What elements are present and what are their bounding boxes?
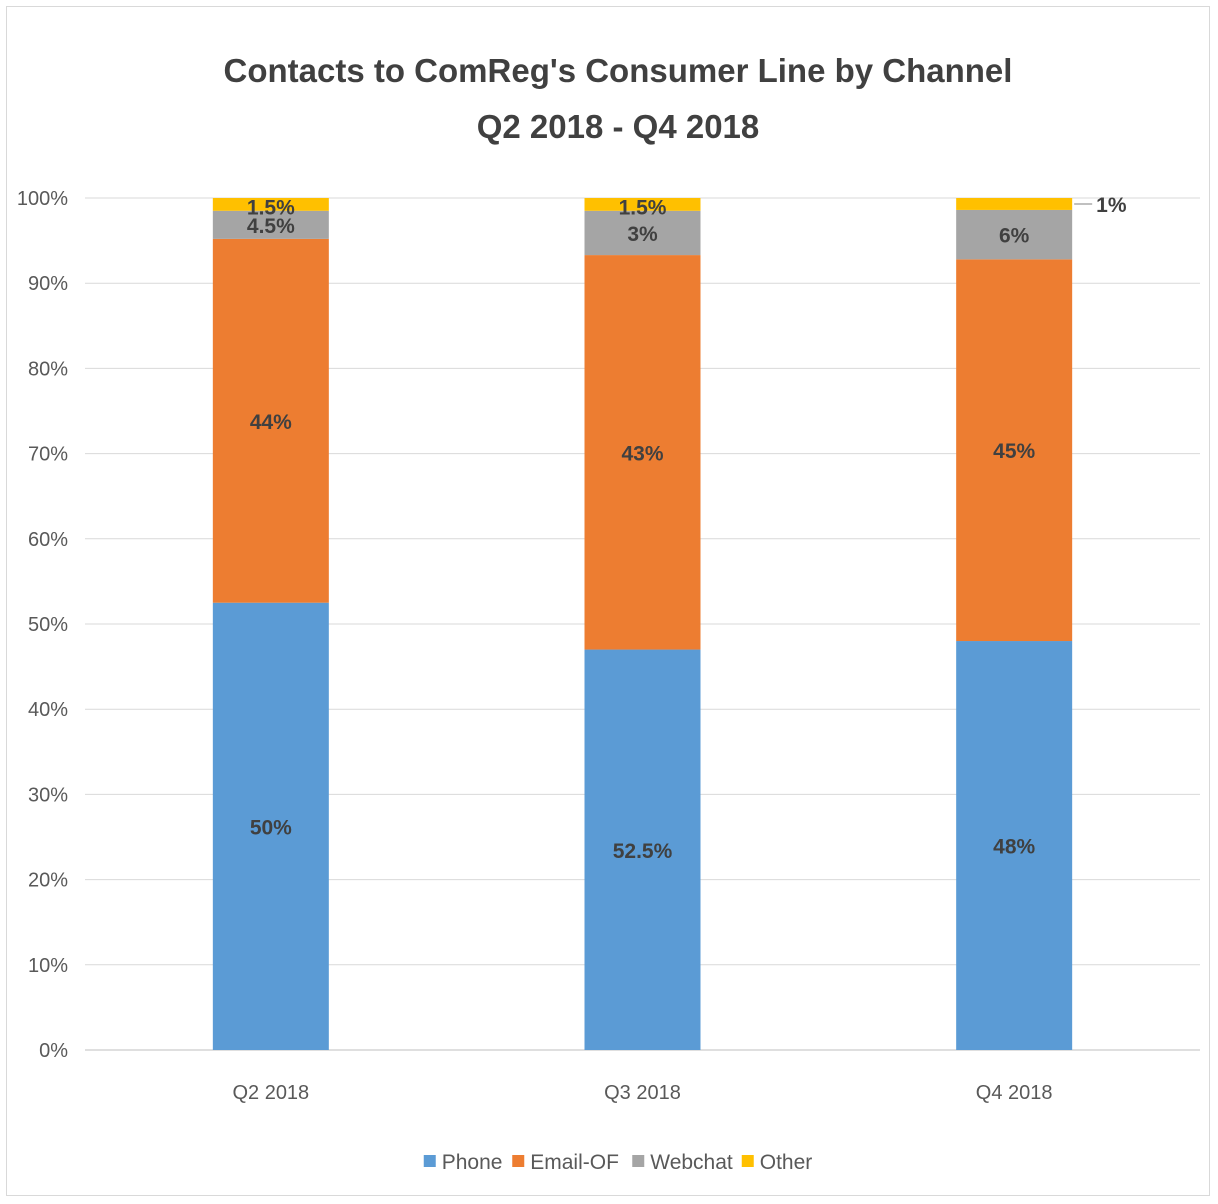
bar-segment-webchat (212, 210, 329, 239)
data-label: 1% (1096, 194, 1127, 217)
y-tick-label: 70% (28, 444, 68, 466)
legend-swatch (512, 1155, 525, 1167)
legend-swatch (632, 1155, 645, 1167)
y-tick-label: 60% (28, 529, 68, 551)
bar-segment-phone (584, 649, 701, 1050)
data-label: 50% (250, 816, 292, 839)
legend-label: Email-OF (530, 1151, 619, 1174)
data-label: 48% (993, 836, 1035, 859)
y-tick-label: 100% (17, 188, 68, 210)
x-tick-label: Q4 2018 (976, 1082, 1053, 1104)
y-tick-label: 10% (28, 955, 68, 977)
data-label: 6% (999, 225, 1030, 248)
data-label: 43% (621, 442, 663, 465)
data-label: 3% (627, 223, 658, 246)
chart-title: Contacts to ComReg's Consumer Line by Ch… (224, 52, 1013, 89)
y-tick-label: 30% (28, 784, 68, 806)
bar-segment-phone (956, 641, 1073, 1050)
data-label: 1.5% (619, 196, 667, 219)
x-tick-label: Q3 2018 (604, 1082, 681, 1104)
legend-item: Webchat (632, 1151, 733, 1174)
bar-segment-email-of (584, 255, 701, 650)
x-tick-label: Q2 2018 (232, 1082, 309, 1104)
legend-label: Phone (442, 1151, 503, 1174)
legend-swatch (741, 1155, 754, 1167)
legend-label: Webchat (650, 1151, 733, 1174)
data-label: 52.5% (613, 840, 673, 863)
bar-segment-webchat (584, 210, 701, 256)
bar-segment-other (956, 198, 1073, 210)
y-tick-label: 40% (28, 699, 68, 721)
bar-segment-other (584, 198, 701, 211)
legend-item: Phone (423, 1151, 503, 1174)
y-tick-label: 80% (28, 358, 68, 380)
bar-segment-webchat (956, 209, 1073, 260)
legend-swatch (423, 1155, 436, 1167)
bar-segment-phone (212, 602, 329, 1050)
legend-item: Email-OF (512, 1151, 619, 1174)
bar-segment-other (212, 198, 329, 211)
y-tick-label: 0% (39, 1040, 68, 1062)
data-label: 1.5% (247, 196, 295, 219)
data-label: 45% (993, 440, 1035, 463)
data-label: 4.5% (247, 215, 295, 238)
bar-segment-email-of (212, 238, 329, 603)
bar-segment-email-of (956, 259, 1073, 642)
chart-subtitle: Q2 2018 - Q4 2018 (477, 108, 760, 145)
y-tick-label: 90% (28, 273, 68, 295)
y-tick-label: 20% (28, 870, 68, 892)
legend-item: Other (741, 1151, 813, 1174)
legend-label: Other (760, 1151, 813, 1174)
y-tick-label: 50% (28, 614, 68, 636)
data-label: 44% (250, 411, 292, 434)
